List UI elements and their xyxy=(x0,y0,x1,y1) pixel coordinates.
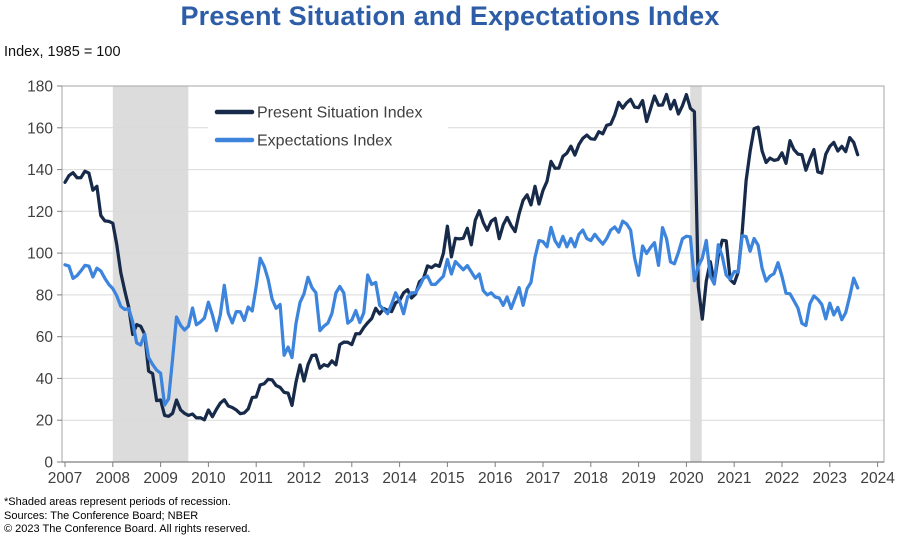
y-tick-label: 40 xyxy=(36,371,54,388)
x-tick-label: 2013 xyxy=(335,470,369,487)
x-tick-label: 2017 xyxy=(526,470,560,487)
y-tick-label: 140 xyxy=(27,162,53,179)
x-tick-label: 2016 xyxy=(478,470,512,487)
x-tick-label: 2014 xyxy=(382,470,417,487)
chart-title: Present Situation and Expectations Index xyxy=(180,1,720,31)
y-tick-label: 160 xyxy=(27,120,53,137)
x-tick-label: 2010 xyxy=(191,470,226,487)
footnote-copyright: © 2023 The Conference Board. All rights … xyxy=(4,523,251,535)
x-tick-label: 2012 xyxy=(287,470,321,487)
chart-footnotes: *Shaded areas represent periods of reces… xyxy=(4,496,250,537)
recession-band xyxy=(112,86,189,462)
y-tick-label: 120 xyxy=(27,204,53,221)
x-tick-label: 2024 xyxy=(860,470,895,487)
x-tick-label: 2023 xyxy=(813,470,847,487)
footnote-sources: Sources: The Conference Board; NBER xyxy=(4,509,199,522)
x-tick-label: 2019 xyxy=(621,470,655,487)
y-tick-label: 100 xyxy=(27,246,53,263)
x-tick-label: 2015 xyxy=(430,470,464,487)
present-situation-line xyxy=(63,92,860,422)
x-tick-label: 2022 xyxy=(765,470,799,487)
x-tick-label: 2018 xyxy=(574,470,608,487)
y-tick-label: 180 xyxy=(27,79,53,96)
x-tick-label: 2008 xyxy=(96,470,130,487)
x-tick-label: 2021 xyxy=(717,470,751,487)
y-tick-label: 60 xyxy=(36,329,54,346)
y-tick-label: 20 xyxy=(36,413,54,430)
y-tick-label: 80 xyxy=(36,287,54,304)
legend-background xyxy=(208,96,448,158)
legend-label: Expectations Index xyxy=(257,133,392,150)
x-tick-label: 2011 xyxy=(240,470,273,487)
x-tick-label: 2020 xyxy=(669,470,704,487)
legend-label: Present Situation Index xyxy=(257,105,422,122)
footnote-recession: *Shaded areas represent periods of reces… xyxy=(4,496,231,508)
expectations-line xyxy=(63,219,860,407)
y-tick-label: 0 xyxy=(44,455,53,472)
x-tick-label: 2009 xyxy=(143,470,177,487)
x-tick-label: 2007 xyxy=(48,470,82,487)
axis-unit-note: Index, 1985 = 100 xyxy=(4,44,121,60)
